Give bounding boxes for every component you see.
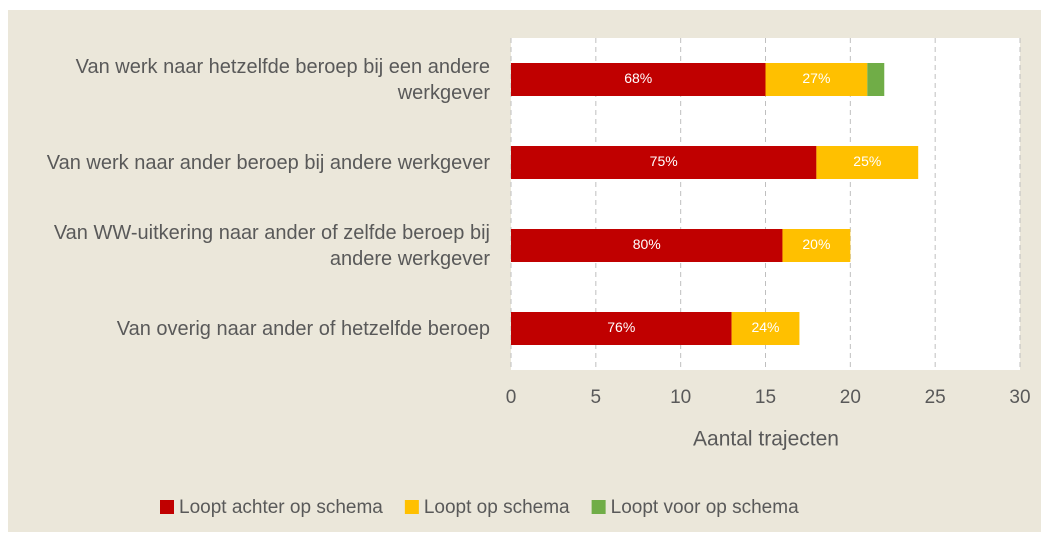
bar xyxy=(511,63,766,96)
bar xyxy=(511,312,732,345)
x-tick-label: 15 xyxy=(755,387,776,408)
x-tick-label: 20 xyxy=(840,387,861,408)
bar xyxy=(731,312,800,345)
data-label: 80% xyxy=(633,236,661,252)
bar xyxy=(867,63,885,96)
data-label: 24% xyxy=(751,319,779,335)
y-tick-label: Van WW-uitkering naar ander of zelfde be… xyxy=(53,221,490,270)
x-tick-label: 30 xyxy=(1009,387,1030,408)
bar xyxy=(511,229,783,262)
legend-label: Loopt achter op schema xyxy=(179,497,383,518)
bar xyxy=(511,146,817,179)
legend-label: Loopt voor op schema xyxy=(611,497,799,518)
x-tick-label: 0 xyxy=(506,387,517,408)
y-tick-label: Van werk naar ander beroep bij andere we… xyxy=(46,151,490,174)
x-tick-label: 25 xyxy=(925,387,946,408)
y-tick-label: Van werk naar hetzelfde beroep bij een a… xyxy=(75,55,490,104)
y-tick-label: Van overig naar ander of hetzelfde beroe… xyxy=(116,317,490,340)
legend-swatch xyxy=(591,500,606,514)
legend-swatch xyxy=(160,500,174,514)
data-label: 27% xyxy=(802,70,830,86)
data-label: 75% xyxy=(650,153,678,169)
data-label: 25% xyxy=(853,153,881,169)
bar xyxy=(782,229,851,262)
x-tick-label: 5 xyxy=(591,387,602,408)
data-label: 20% xyxy=(802,236,830,252)
legend-label: Loopt op schema xyxy=(424,497,570,518)
data-label: 76% xyxy=(607,319,635,335)
bar xyxy=(765,63,868,96)
x-tick-label: 10 xyxy=(670,387,691,408)
legend-swatch xyxy=(404,500,419,514)
data-label: 68% xyxy=(624,70,652,86)
x-axis-title: Aantal trajecten xyxy=(693,428,839,451)
bar xyxy=(816,146,919,179)
